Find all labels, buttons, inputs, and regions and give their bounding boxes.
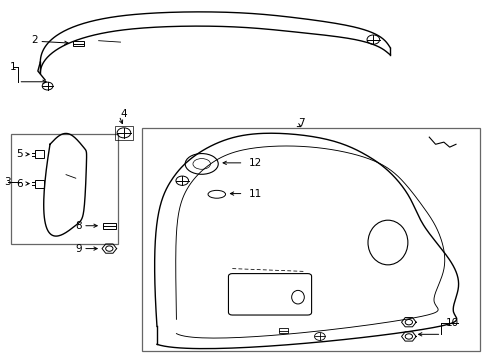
Text: 7: 7 [298,118,305,128]
Text: 8: 8 [75,221,81,231]
Bar [115,126,133,140]
Bar [278,328,287,333]
Text: 11: 11 [248,189,261,199]
Bar [142,128,479,351]
Text: 6: 6 [17,179,23,189]
Bar [73,41,83,46]
Text: 5: 5 [17,149,23,159]
Text: 9: 9 [75,244,81,253]
Text: 4: 4 [121,109,127,119]
Text: 1: 1 [10,63,17,72]
Text: 10: 10 [445,318,458,328]
Text: 12: 12 [248,158,261,168]
Bar [103,223,116,229]
Text: 3: 3 [4,177,11,187]
Bar [35,180,43,188]
Bar [11,134,118,244]
Text: 2: 2 [31,35,38,45]
Bar [35,150,43,158]
